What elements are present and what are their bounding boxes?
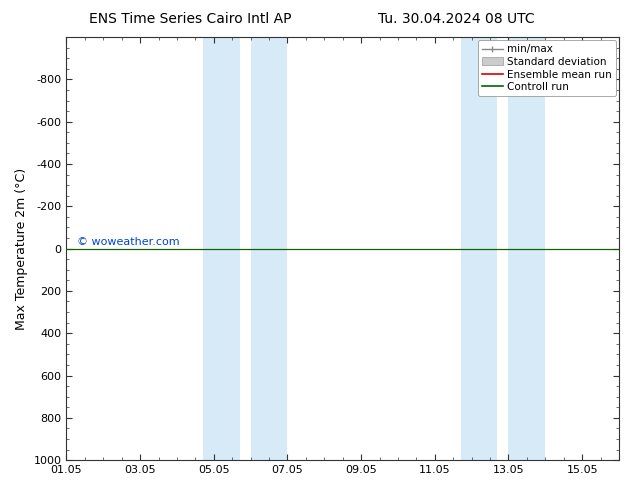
Bar: [508, 37, 545, 460]
Bar: [203, 37, 240, 460]
Bar: [250, 37, 287, 460]
Text: Tu. 30.04.2024 08 UTC: Tu. 30.04.2024 08 UTC: [378, 12, 535, 26]
Text: © woweather.com: © woweather.com: [77, 237, 180, 247]
Legend: min/max, Standard deviation, Ensemble mean run, Controll run: min/max, Standard deviation, Ensemble me…: [478, 40, 616, 97]
Y-axis label: Max Temperature 2m (°C): Max Temperature 2m (°C): [15, 168, 28, 330]
Text: ENS Time Series Cairo Intl AP: ENS Time Series Cairo Intl AP: [89, 12, 292, 26]
Bar: [460, 37, 498, 460]
